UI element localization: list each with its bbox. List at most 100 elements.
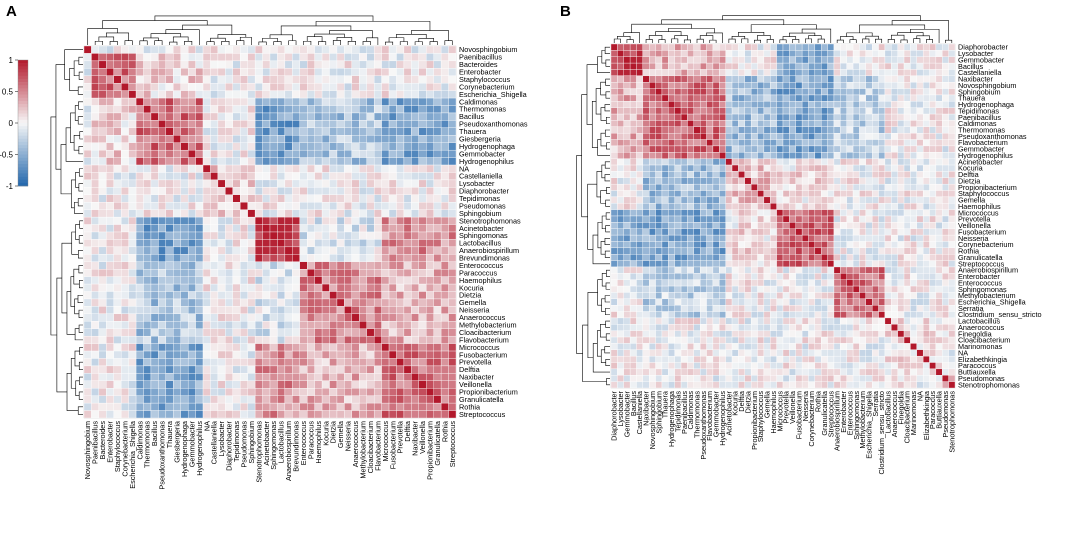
heatmap-cell [642, 279, 650, 287]
heatmap-cell [292, 224, 300, 233]
heatmap-cell [448, 335, 457, 344]
heatmap-cell [195, 358, 204, 367]
heatmap-cell [217, 410, 226, 419]
heatmap-cell [801, 260, 809, 268]
heatmap-cell [763, 107, 771, 115]
heatmap-cell [776, 43, 784, 51]
heatmap-cell [661, 164, 669, 172]
heatmap-cell [744, 62, 752, 70]
heatmap-cell [808, 82, 816, 89]
heatmap-cell [403, 335, 412, 344]
heatmap-cell [321, 350, 330, 359]
heatmap-cell [292, 306, 300, 315]
heatmap-cell [623, 158, 631, 166]
heatmap-cell [195, 335, 204, 344]
heatmap-cell [121, 90, 129, 99]
heatmap-cell [113, 246, 122, 255]
heatmap-cell [202, 164, 211, 173]
heatmap-cell [891, 113, 898, 121]
heatmap-cell [83, 335, 92, 344]
heatmap-cell [165, 410, 174, 419]
heatmap-cell [623, 171, 631, 178]
heatmap-cell [719, 285, 726, 293]
heatmap-cell [180, 83, 189, 91]
heatmap-cell [91, 321, 100, 329]
heatmap-cell [910, 171, 917, 178]
heatmap-cell [649, 292, 656, 299]
heatmap-cell [396, 135, 405, 143]
heatmap-cell [426, 224, 434, 233]
heatmap-cell [388, 313, 397, 322]
heatmap-cell [307, 395, 315, 404]
heatmap-cell [232, 410, 241, 419]
heatmap-cell [418, 395, 427, 404]
heatmap-cell [680, 133, 688, 140]
heatmap-cell [321, 157, 330, 166]
heatmap-cell [106, 276, 114, 285]
heatmap-cell [225, 410, 233, 419]
heatmap-cell [859, 107, 866, 115]
heatmap-cell [833, 126, 841, 134]
heatmap-cell [336, 97, 345, 106]
heatmap-cell [731, 139, 739, 147]
heatmap-cell [636, 234, 644, 242]
heatmap-cell [623, 247, 631, 255]
heatmap-cell [448, 179, 457, 188]
heatmap-cell [840, 190, 847, 198]
heatmap-cell [359, 231, 367, 240]
heatmap-cell [693, 279, 701, 287]
heatmap-cell [433, 298, 442, 307]
heatmap-cell [106, 120, 114, 129]
heatmap-cell [859, 196, 866, 204]
heatmap-cell [91, 202, 100, 210]
heatmap-cell [712, 234, 720, 242]
heatmap-cell [388, 135, 397, 143]
heatmap-cell [725, 152, 733, 159]
heatmap-cell [712, 152, 720, 159]
heatmap-cell [158, 321, 167, 329]
heatmap-cell [706, 120, 714, 127]
heatmap-cell [636, 203, 644, 210]
heatmap-cell [910, 101, 917, 108]
heatmap-cell [649, 305, 656, 312]
heatmap-cell [878, 247, 886, 255]
heatmap-cell [795, 292, 803, 299]
heatmap-cell [299, 328, 308, 337]
heatmap-cell [948, 158, 956, 166]
heatmap-cell [655, 183, 663, 191]
heatmap-cell [321, 410, 330, 419]
heatmap-cell [859, 215, 866, 223]
heatmap-cell [776, 279, 784, 287]
heatmap-cell [610, 126, 618, 134]
heatmap-cell [344, 105, 353, 114]
heatmap-cell [128, 328, 137, 337]
dendrogram-branch [396, 34, 427, 39]
heatmap-cell [426, 254, 434, 262]
heatmap-cell [396, 216, 405, 225]
heatmap-cell [351, 306, 360, 315]
heatmap-cell [396, 365, 405, 374]
heatmap-cell [83, 179, 92, 188]
heatmap-cell [373, 157, 382, 166]
heatmap-cell [195, 343, 204, 352]
heatmap-cell [872, 203, 879, 210]
heatmap-cell [770, 209, 777, 217]
heatmap-cell [143, 335, 152, 344]
heatmap-cell [448, 388, 457, 396]
heatmap-cell [801, 247, 809, 255]
heatmap-cell [91, 194, 100, 203]
heatmap-cell [336, 395, 345, 404]
column-label: Pseudoxanthomonas [158, 421, 167, 490]
heatmap-cell [158, 68, 167, 76]
heatmap-cell [232, 194, 241, 203]
heatmap-cell [351, 68, 360, 76]
heatmap-cell [254, 194, 263, 203]
heatmap-cell [859, 101, 866, 108]
heatmap-cell [202, 321, 211, 329]
heatmap-cell [668, 196, 675, 204]
heatmap-cell [135, 313, 144, 322]
heatmap-cell [344, 365, 353, 374]
heatmap-cell [351, 239, 360, 248]
heatmap-cell [344, 246, 353, 255]
heatmap-cell [195, 149, 204, 158]
